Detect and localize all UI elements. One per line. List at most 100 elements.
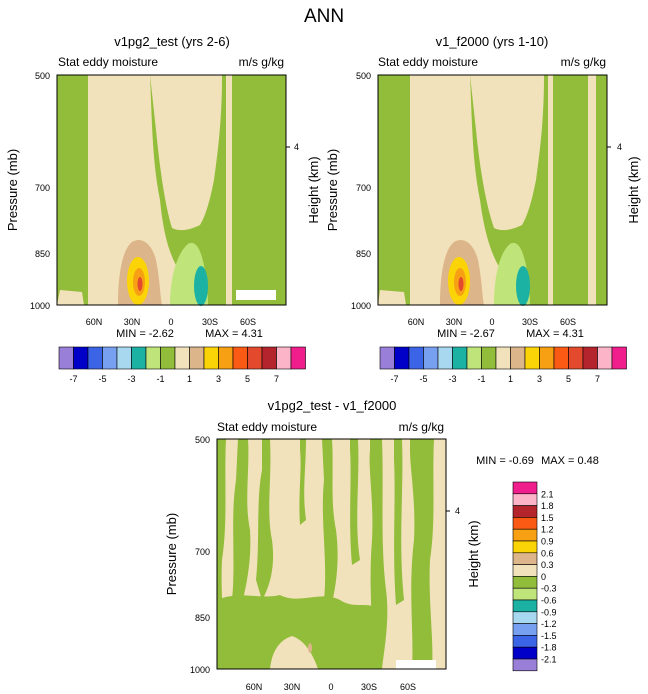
panel-1-tan-region bbox=[88, 75, 190, 305]
legend-top-1-swatch-12 bbox=[232, 346, 248, 370]
legend-bottom-swatch-10 bbox=[512, 599, 538, 613]
legend-bottom-swatch-12 bbox=[512, 623, 538, 636]
legend-top-2-swatch-9 bbox=[510, 346, 526, 370]
legend-top-1-swatch-6 bbox=[145, 346, 161, 370]
panel-1-xtick-0: 0 bbox=[168, 317, 173, 327]
legend-top-1-swatch-15 bbox=[276, 346, 292, 370]
legend-top-2-swatch-0 bbox=[379, 346, 395, 370]
legend-top-2-label-0: -7 bbox=[390, 374, 398, 384]
panel-2-xtick-0: 0 bbox=[489, 317, 494, 327]
panel-2-tan-corner bbox=[378, 290, 406, 305]
legend-bottom-swatch-5 bbox=[512, 540, 538, 554]
legend-top-2-label-5: 3 bbox=[537, 374, 542, 384]
legend-bottom-swatch-13 bbox=[512, 635, 538, 648]
panel-2-frame bbox=[377, 74, 608, 306]
legend-top-2-swatch-5 bbox=[452, 346, 468, 370]
legend-bottom-label-10: -0.9 bbox=[541, 607, 557, 617]
legend-bottom-label-13: -1.8 bbox=[541, 643, 557, 653]
panel-2-right-label: m/s g/kg bbox=[561, 55, 606, 69]
panel-3-ylabel: Pressure (mb) bbox=[164, 513, 179, 595]
panel-2-ytick-850: 850 bbox=[356, 249, 371, 259]
legend-bottom-swatch-3 bbox=[512, 517, 538, 530]
panel-2-xtick-30s: 30S bbox=[522, 317, 538, 327]
legend-top-2-swatch-16 bbox=[611, 346, 627, 370]
panel-1-right-label: m/s g/kg bbox=[239, 55, 284, 69]
legend-top-1-swatch-8 bbox=[174, 346, 190, 370]
legend-top-2-swatch-12 bbox=[553, 346, 569, 370]
panel-3-ytick-1000: 1000 bbox=[190, 665, 210, 675]
panel-3-green-streak-d bbox=[322, 439, 338, 610]
legend-top-2-swatch-15 bbox=[597, 346, 613, 370]
legend-bottom-swatch-6 bbox=[512, 552, 538, 565]
panel-3-tan-dot bbox=[308, 643, 312, 653]
panel-3-left-label: Stat eddy moisture bbox=[217, 420, 317, 434]
legend-bottom-swatch-11 bbox=[512, 611, 538, 624]
main-title: ANN bbox=[304, 6, 344, 27]
legend-bottom-swatch-4 bbox=[512, 528, 538, 542]
legend-top-2-swatch-10 bbox=[524, 346, 540, 370]
panel-1-ytick-700: 700 bbox=[35, 183, 50, 193]
panel-1-right-axis: 4 Height (km) bbox=[286, 142, 321, 224]
legend-bottom-label-1: 1.8 bbox=[541, 501, 554, 511]
legend-top-1-swatch-1 bbox=[73, 346, 89, 370]
legend-bottom-swatch-15 bbox=[512, 658, 538, 672]
panel-3-xtick-60s: 60S bbox=[400, 682, 416, 692]
panel-3-frame bbox=[216, 438, 447, 670]
panel-2-upper-tan-region bbox=[470, 75, 544, 231]
panel-3-ytick-500: 500 bbox=[195, 435, 210, 445]
legend-bottom-label-8: -0.3 bbox=[541, 584, 557, 594]
panel-2-ytick-500: 500 bbox=[356, 71, 371, 81]
panel-3-x-axis: 60N 30N 0 30S 60S bbox=[246, 682, 416, 692]
panel-2-teal-core bbox=[516, 266, 530, 306]
legend-top-1: -7 -5 -3 -1 1 3 5 7 bbox=[58, 346, 306, 384]
panel-2: v1_f2000 (yrs 1-10) Stat eddy moisture m… bbox=[325, 34, 641, 340]
panel-3: v1pg2_test - v1_f2000 Stat eddy moisture… bbox=[164, 398, 599, 692]
panel-2-x-axis: 60N 30N 0 30S 60S bbox=[408, 317, 576, 327]
panel-3-xtick-60n: 60N bbox=[246, 682, 263, 692]
legend-top-2-label-2: -3 bbox=[448, 374, 456, 384]
legend-bottom-swatch-14 bbox=[512, 646, 538, 660]
panel-1-tan-strip bbox=[226, 75, 232, 305]
legend-top-2-swatch-14 bbox=[582, 346, 598, 370]
legend-top-1-label-1: -5 bbox=[98, 374, 106, 384]
panel-1-frame bbox=[56, 74, 287, 306]
panel-1-stats-max: MAX = 4.31 bbox=[205, 328, 263, 340]
panel-3-right-label: m/s g/kg bbox=[399, 420, 444, 434]
panel-3-lower-green-region bbox=[217, 595, 380, 669]
panel-2-tan-strip bbox=[548, 75, 553, 305]
legend-bottom-swatch-9 bbox=[512, 587, 538, 601]
panel-1-xtick-60s: 60S bbox=[240, 317, 256, 327]
legend-bottom: 2.1 1.8 1.5 1.2 0.90.6 0.3 0 -0.3 -0.6-0.9 -1.2 -1… bbox=[512, 481, 557, 672]
panel-2-y-axis: 500 700 850 1000 Pressure (mb) bbox=[325, 71, 371, 311]
panel-1-teal-core bbox=[194, 266, 208, 306]
panel-3-title: v1pg2_test - v1_f2000 bbox=[268, 398, 397, 413]
panel-1-tan-corner bbox=[57, 290, 84, 305]
legend-bottom-swatch-2 bbox=[512, 505, 538, 518]
legend-top-2-swatch-4 bbox=[437, 346, 453, 370]
panel-2-xtick-60s: 60S bbox=[560, 317, 576, 327]
panel-3-green-streak-b bbox=[256, 439, 274, 600]
legend-bottom-swatch-7 bbox=[512, 564, 538, 577]
panel-1-ylabel: Pressure (mb) bbox=[5, 149, 20, 231]
panel-3-green-streak-g bbox=[394, 439, 404, 605]
panel-3-right-axis: 4 Height (km) bbox=[446, 506, 481, 588]
legend-top-1-swatch-7 bbox=[160, 346, 176, 370]
panel-1-ytick-850: 850 bbox=[35, 249, 50, 259]
legend-top-1-label-6: 5 bbox=[245, 374, 250, 384]
panel-2-ytick-1000: 1000 bbox=[351, 301, 371, 311]
legend-bottom-label-12: -1.5 bbox=[541, 631, 557, 641]
panel-1-xtick-60n: 60N bbox=[86, 317, 103, 327]
legend-top-1-label-7: 7 bbox=[274, 374, 279, 384]
panel-3-xtick-30s: 30S bbox=[361, 682, 377, 692]
panel-2-ylabel-right: Height (km) bbox=[626, 156, 641, 223]
legend-bottom-label-9: -0.6 bbox=[541, 596, 557, 606]
panel-2-title: v1_f2000 (yrs 1-10) bbox=[436, 34, 549, 49]
panel-1-ytick-1000: 1000 bbox=[30, 301, 50, 311]
legend-bottom-swatch-8 bbox=[512, 576, 538, 589]
panel-3-xtick-0: 0 bbox=[328, 682, 333, 692]
panel-2-plot bbox=[377, 74, 608, 306]
panel-2-tan-strip-right bbox=[588, 75, 596, 305]
legend-bottom-label-14: -2.1 bbox=[541, 655, 557, 665]
panel-1-title: v1pg2_test (yrs 2-6) bbox=[114, 34, 230, 49]
